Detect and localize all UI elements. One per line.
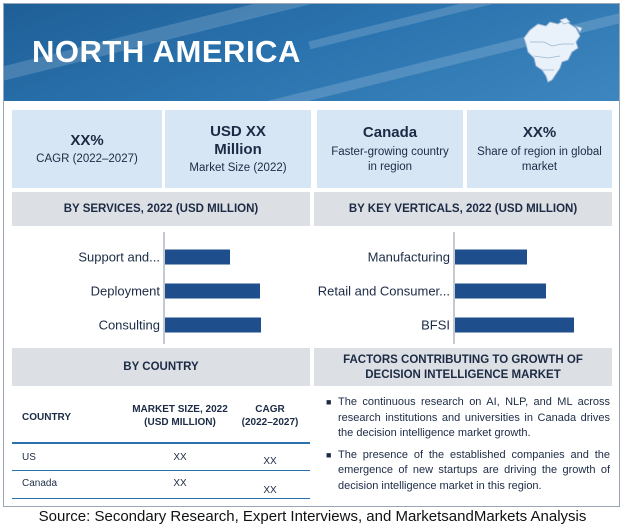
kpi-fastest-country: Canada Faster-growing country in region [317, 110, 463, 188]
factors-header-line1: FACTORS CONTRIBUTING TO GROWTH OF [343, 354, 583, 366]
verticals-header: BY KEY VERTICALS, 2022 (USD MILLION) [314, 192, 612, 226]
cell-country: US [22, 452, 36, 463]
category-label: Support and... [78, 250, 160, 265]
cell-market-size: XX [173, 452, 187, 463]
kpi-region-share-value: XX% [522, 124, 557, 141]
kpi-cagr-value: XX% [70, 132, 104, 149]
region-banner: NORTH AMERICA [4, 4, 619, 101]
col-cagr-line1: CAGR [255, 404, 285, 415]
kpi-fastest-country-value: Canada [362, 124, 418, 141]
factors-header: FACTORS CONTRIBUTING TO GROWTH OF DECISI… [314, 348, 612, 386]
category-label: Manufacturing [368, 250, 450, 265]
factor-text: The continuous research on AI, NLP, and … [338, 396, 610, 439]
bar-retail-and-consumer [455, 283, 546, 299]
factor-item: ■ The continuous research on AI, NLP, an… [326, 395, 610, 442]
bar-bfsi [455, 317, 574, 333]
category-label: Retail and Consumer... [318, 284, 450, 299]
kpi-market-size-label: Market Size (2022) [189, 162, 287, 174]
country-table: COUNTRY MARKET SIZE, 2022 (USD MILLION) … [12, 388, 310, 506]
cell-country: Canada [22, 478, 58, 489]
verticals-bar-chart: Manufacturing Retail and Consumer... BFSI [314, 232, 612, 344]
factors-header-line2: DECISION INTELLIGENCE MARKET [365, 369, 561, 381]
kpi-fastest-country-label-line1: Faster-growing country [331, 146, 449, 158]
bullet-icon: ■ [326, 397, 332, 407]
factor-item: ■ The presence of the established compan… [326, 448, 610, 495]
services-bar-chart: Support and... Deployment Consulting [12, 232, 310, 344]
table-row: Canada XX XX [12, 472, 310, 498]
col-cagr-line2: (2022–2027) [241, 417, 299, 428]
category-label: Consulting [99, 318, 160, 333]
kpi-region-share: XX% Share of region in global market [467, 110, 612, 188]
kpi-market-size-value-line2: Million [214, 141, 262, 158]
kpi-fastest-country-label-line2: in region [367, 161, 413, 173]
bullet-icon: ■ [326, 449, 332, 460]
kpi-market-size-value-line1: USD XX [210, 123, 266, 140]
kpi-row: XX% CAGR (2022–2027) USD XX Million Mark… [12, 110, 612, 188]
kpi-region-share-label-line2: market [521, 161, 558, 173]
table-rule [12, 470, 310, 471]
cell-market-size: XX [173, 478, 187, 489]
bar-support-and [165, 249, 230, 265]
col-market-size-line1: MARKET SIZE, 2022 [132, 404, 228, 415]
col-market-size-line2: (USD MILLION) [144, 417, 216, 428]
kpi-region-share-label-line1: Share of region in global [477, 146, 602, 158]
services-header: BY SERVICES, 2022 (USD MILLION) [12, 192, 310, 226]
country-header: BY COUNTRY [12, 348, 310, 386]
bar-deployment [165, 283, 260, 299]
kpi-cagr-label: CAGR (2022–2027) [36, 153, 138, 165]
north-america-map-icon [523, 17, 583, 83]
cell-cagr: XX [263, 485, 277, 496]
factors-list: ■ The continuous research on AI, NLP, an… [326, 395, 610, 500]
bar-manufacturing [455, 249, 527, 265]
cell-cagr: XX [263, 456, 277, 467]
services-chart-svg: Support and... Deployment Consulting [78, 232, 261, 344]
table-header-row: COUNTRY MARKET SIZE, 2022 (USD MILLION) … [12, 402, 310, 440]
table-row: US XX XX [12, 446, 310, 470]
table-rule [12, 442, 310, 444]
infographic-frame: NORTH AMERICA XX% CAGR (2022–2027) USD X… [3, 3, 620, 507]
category-label: BFSI [421, 318, 450, 333]
category-label: Deployment [91, 284, 161, 299]
kpi-cagr: XX% CAGR (2022–2027) [12, 110, 162, 188]
factor-text: The presence of the established companie… [338, 448, 610, 492]
bar-consulting [165, 317, 261, 333]
source-note: Source: Secondary Research, Expert Inter… [38, 508, 587, 525]
table-rule [12, 498, 310, 499]
kpi-market-size: USD XX Million Market Size (2022) [165, 110, 311, 188]
verticals-chart-svg: Manufacturing Retail and Consumer... BFSI [318, 232, 574, 344]
banner-title: NORTH AMERICA [32, 34, 301, 69]
col-country: COUNTRY [22, 412, 72, 423]
